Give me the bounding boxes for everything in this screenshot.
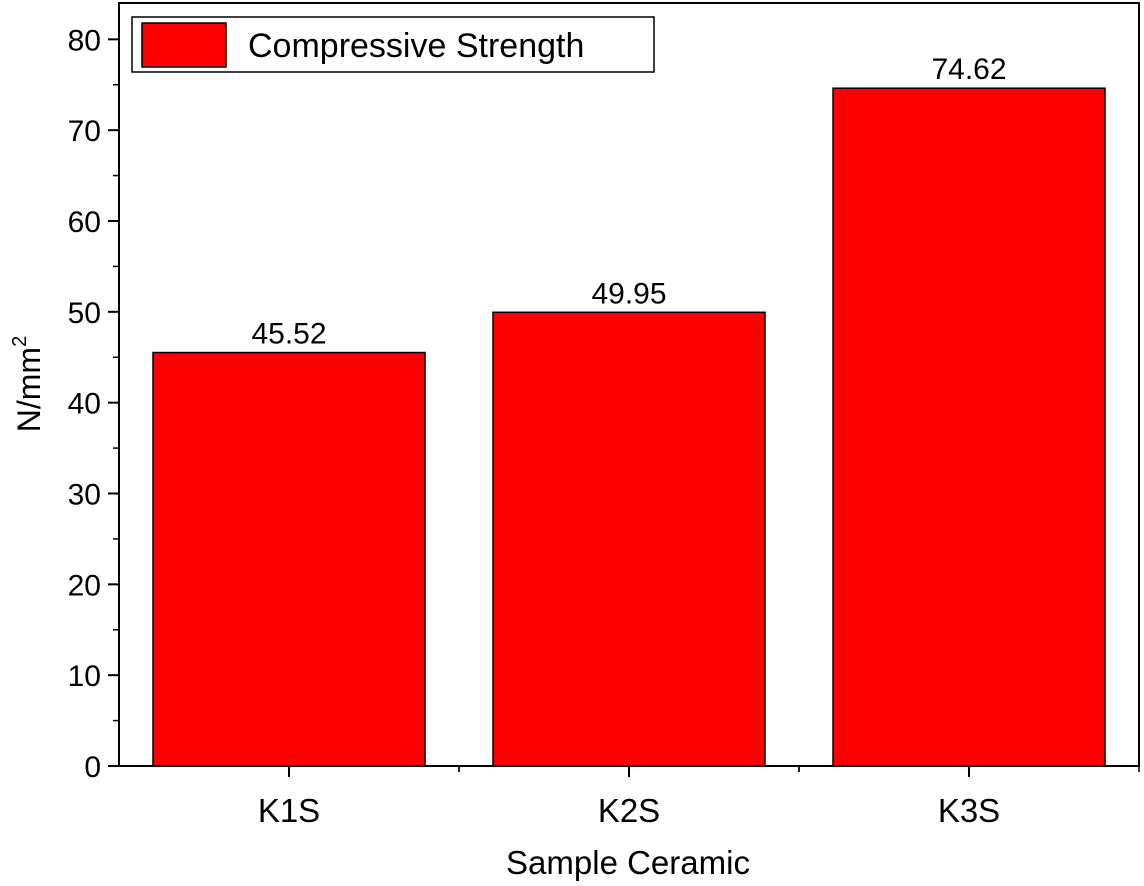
x-tick-label: K3S [938,792,1000,829]
bar-value-label: 45.52 [251,318,326,351]
y-axis: 0 10 20 30 40 50 60 70 80 [68,24,119,784]
bar [832,87,1106,767]
x-axis: K1S K2S K3S [258,766,1140,829]
bar [152,351,426,767]
y-tick-label: 50 [68,297,101,330]
y-tick-label: 20 [68,569,101,602]
bar-series: 45.52 49.95 74.62 [152,53,1106,767]
x-tick-label: K1S [258,792,320,829]
y-tick-label: 10 [68,660,101,693]
x-tick-label: K2S [598,792,660,829]
legend: Compressive Strength [131,16,655,73]
y-tick-label: 30 [68,479,101,512]
y-tick-label: 0 [84,751,101,784]
y-axis-title-unit: N/mm [11,347,47,432]
legend-swatch [141,22,227,68]
x-axis-title: Sample Ceramic [506,844,750,881]
y-tick-label: 70 [68,115,101,148]
y-tick-label: 80 [68,24,101,57]
bar-value-label: 74.62 [931,53,1006,86]
y-tick-label: 60 [68,206,101,239]
y-tick-label: 40 [68,388,101,421]
y-axis-title-superscript: 2 [9,336,31,347]
legend-label: Compressive Strength [248,27,584,65]
y-axis-title: N/mm2 [9,336,47,432]
bar [492,311,766,767]
bar-value-label: 49.95 [591,277,666,310]
